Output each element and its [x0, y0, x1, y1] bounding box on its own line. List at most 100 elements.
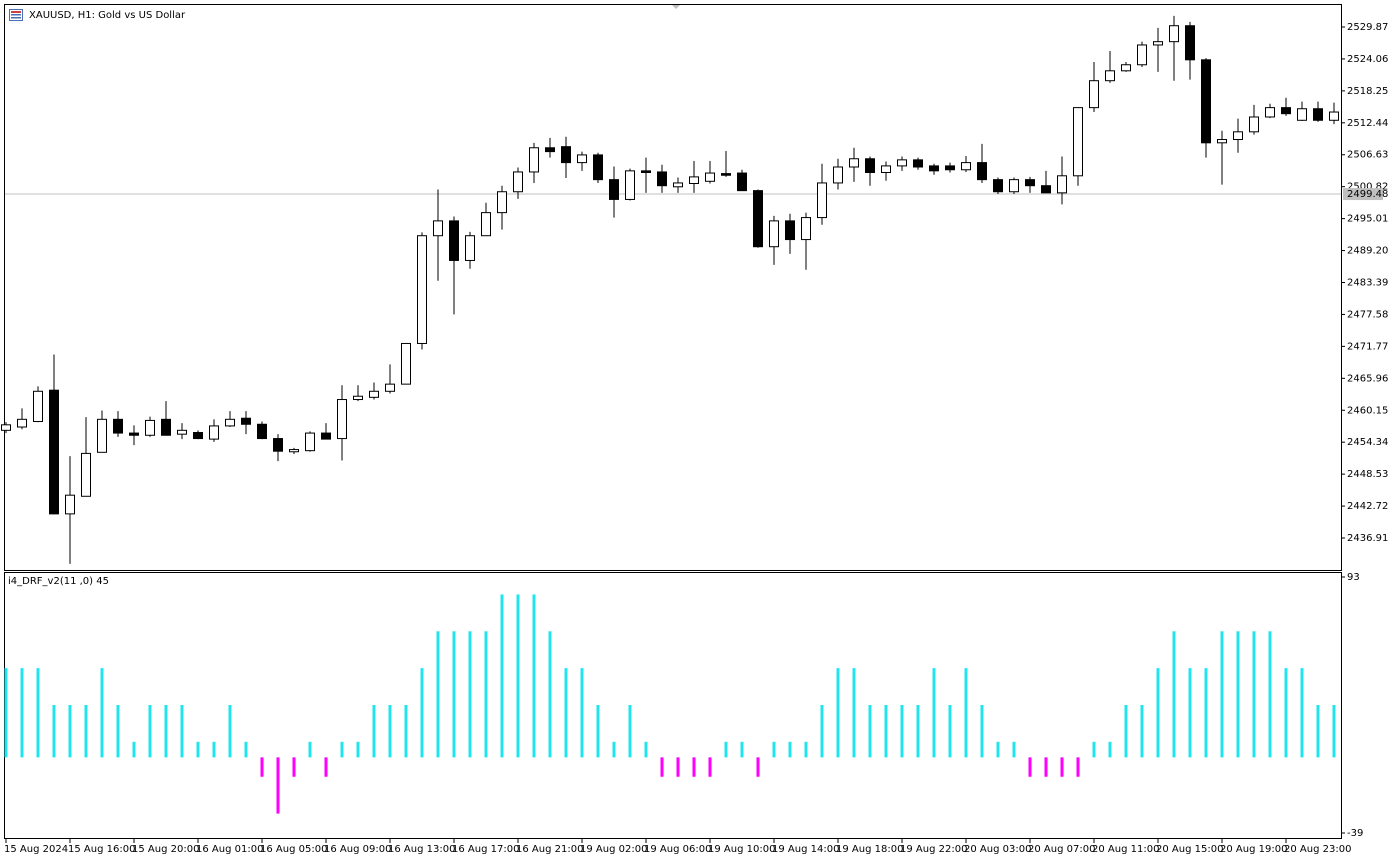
candle-body	[161, 418, 171, 436]
histogram-bar	[852, 668, 856, 758]
candle-body	[209, 425, 219, 440]
histogram-bar	[532, 594, 536, 758]
histogram-bar	[196, 741, 200, 758]
histogram-bar	[340, 741, 344, 758]
candle-body	[401, 342, 411, 385]
candle-body	[529, 147, 539, 173]
x-tick-label: 16 Aug 17:00	[452, 844, 519, 855]
histogram-bar	[1092, 741, 1096, 758]
candle-body	[225, 418, 235, 427]
histogram-bar	[372, 705, 376, 758]
candle-body	[1265, 107, 1275, 118]
histogram-bar	[1108, 741, 1112, 758]
histogram-bar	[100, 668, 104, 758]
histogram-bar	[1332, 705, 1336, 758]
candle-body	[1025, 179, 1035, 187]
histogram-bar	[260, 757, 264, 777]
candle-body	[1057, 175, 1067, 194]
x-tick-label: 19 Aug 22:00	[900, 844, 967, 855]
x-tick-label: 16 Aug 05:00	[260, 844, 327, 855]
y-tick-label: 2512.44	[1347, 118, 1388, 129]
candle-body	[881, 165, 891, 173]
histogram-bar	[244, 741, 248, 758]
histogram-bar	[36, 668, 40, 758]
histogram-bar	[964, 668, 968, 758]
histogram-bar	[324, 757, 328, 777]
candle-body	[385, 383, 395, 392]
candle-body	[849, 158, 859, 168]
candle-body	[1153, 41, 1163, 46]
histogram-bar	[436, 631, 440, 758]
chart-title: XAUUSD, H1: Gold vs US Dollar	[29, 10, 186, 21]
candle-body	[305, 432, 315, 452]
y-tick-label: -39	[1347, 828, 1363, 839]
candle-body	[993, 179, 1003, 193]
candle-body	[785, 220, 795, 241]
x-tick-label: 20 Aug 15:00	[1156, 844, 1223, 855]
y-tick-label: 2518.25	[1347, 86, 1388, 97]
candle-body	[353, 395, 363, 401]
y-tick-label: 2500.82	[1347, 182, 1388, 193]
histogram-bar	[468, 631, 472, 758]
candle-body	[337, 399, 347, 440]
candle-body	[513, 171, 523, 193]
candle-body	[1201, 59, 1211, 144]
candle-body	[129, 432, 139, 436]
histogram-bar	[868, 705, 872, 758]
x-tick-label: 15 Aug 2024	[4, 844, 68, 855]
histogram-bar	[1316, 705, 1320, 758]
y-tick-label: 2460.15	[1347, 405, 1388, 416]
candle-body	[977, 162, 987, 181]
y-tick-label: 2436.91	[1347, 533, 1388, 544]
price-line-tag	[1343, 188, 1383, 201]
candle-body	[769, 220, 779, 248]
histogram-bar	[452, 631, 456, 758]
candle-body	[1137, 44, 1147, 66]
candle-body	[753, 190, 763, 248]
indicator-title: i4_DRF_v2(11 ,0) 45	[8, 576, 109, 587]
candle-body	[801, 217, 811, 241]
x-tick-label: 19 Aug 10:00	[708, 844, 775, 855]
x-tick-label: 16 Aug 21:00	[516, 844, 583, 855]
candle-body	[609, 179, 619, 200]
shift-marker	[672, 5, 680, 9]
histogram-bar	[756, 757, 760, 777]
x-tick-label: 19 Aug 06:00	[644, 844, 711, 855]
histogram-bar	[132, 741, 136, 758]
histogram-bar	[388, 705, 392, 758]
x-tick-label: 20 Aug 11:00	[1092, 844, 1159, 855]
y-tick-label: 2471.77	[1347, 341, 1388, 352]
x-tick-label: 20 Aug 03:00	[964, 844, 1031, 855]
candle-body	[17, 418, 27, 428]
histogram-bar	[1156, 668, 1160, 758]
histogram-bar	[820, 705, 824, 758]
histogram-bar	[580, 668, 584, 758]
candle-body	[1041, 185, 1051, 194]
x-tick-label: 20 Aug 19:00	[1220, 844, 1287, 855]
candle-body	[817, 182, 827, 219]
y-tick-label: 2529.87	[1347, 22, 1388, 33]
candle-body	[1233, 131, 1243, 141]
candle-body	[1009, 179, 1019, 193]
candle-body	[465, 235, 475, 261]
histogram-bar	[660, 757, 664, 777]
candle-body	[961, 162, 971, 171]
histogram-bar	[1076, 757, 1080, 777]
candle-body	[913, 159, 923, 168]
candle-body	[1185, 25, 1195, 61]
candle-body	[273, 438, 283, 452]
candle-body	[33, 390, 43, 423]
histogram-bar	[564, 668, 568, 758]
candle-body	[49, 389, 59, 515]
candle-body	[97, 418, 107, 453]
candle-body	[481, 212, 491, 237]
candle-body	[689, 176, 699, 184]
candle-body	[673, 182, 683, 188]
candle-body	[625, 170, 635, 200]
x-tick-label: 16 Aug 01:00	[196, 844, 263, 855]
y-tick-label: 2454.34	[1347, 437, 1388, 448]
candle-body	[577, 154, 587, 164]
x-tick-label: 15 Aug 16:00	[68, 844, 135, 855]
x-tick-label: 19 Aug 14:00	[772, 844, 839, 855]
